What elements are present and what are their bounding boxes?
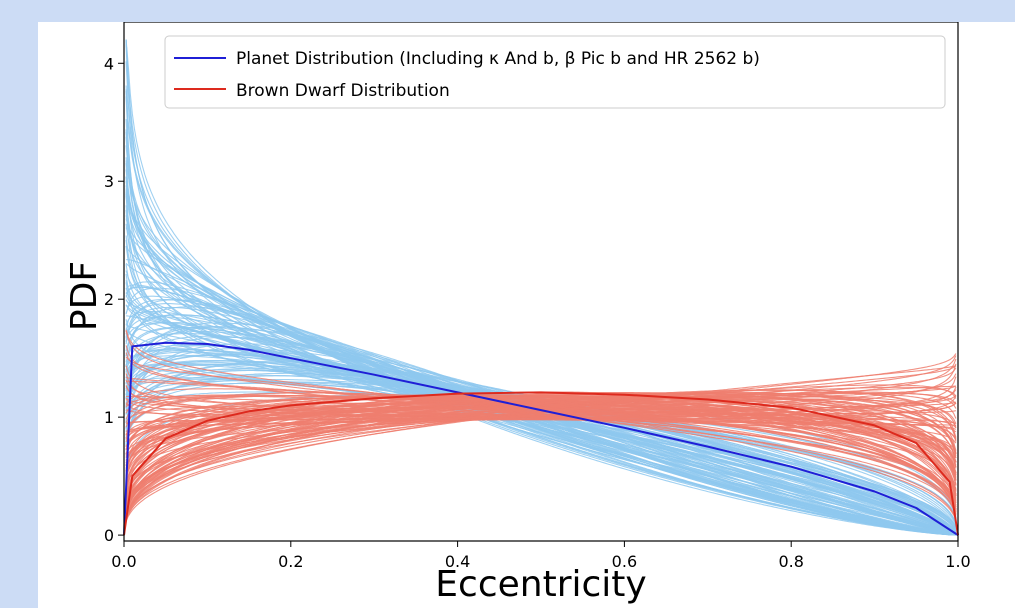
planet-sample-curve xyxy=(125,218,956,536)
brown-dwarf-sample-curve xyxy=(125,384,957,518)
x-tick-label: 0.4 xyxy=(445,552,470,571)
brown-dwarf-sample-curve xyxy=(125,396,957,510)
brown-dwarf-sample-curve xyxy=(125,395,957,421)
y-tick-label: 2 xyxy=(104,290,114,309)
brown-dwarf-sample-curve xyxy=(125,395,957,509)
planet-distribution-line xyxy=(123,341,959,536)
brown-dwarf-sample-curve xyxy=(125,389,957,520)
brown-dwarf-sample-curve xyxy=(125,399,957,496)
y-tick-label: 1 xyxy=(104,408,114,427)
y-axis-ticks: 0 1 2 3 4 xyxy=(104,54,124,545)
y-tick-label: 3 xyxy=(104,172,114,191)
brown-dwarf-sample-curve xyxy=(125,352,957,506)
x-axis-title: Eccentricity xyxy=(435,564,646,605)
median-distribution-lines xyxy=(123,341,959,536)
legend: Planet Distribution (Including κ And b, … xyxy=(164,35,946,109)
planet-sample-curve xyxy=(125,157,956,536)
brown-dwarf-sample-curve xyxy=(125,396,957,509)
planet-sample-curve xyxy=(125,39,956,536)
brown-dwarf-posterior-samples xyxy=(125,329,957,522)
x-tick-label: 0.0 xyxy=(111,552,136,571)
legend-label-brown-dwarf: Brown Dwarf Distribution xyxy=(236,81,450,101)
x-axis-ticks: 0.0 0.2 0.4 0.6 0.8 1.0 xyxy=(111,541,971,571)
planet-sample-curve xyxy=(125,192,956,536)
legend-box xyxy=(164,35,946,109)
plot-frame xyxy=(123,22,959,542)
brown-dwarf-distribution-line xyxy=(123,391,959,536)
brown-dwarf-sample-curve xyxy=(125,358,957,495)
y-axis-title: PDF xyxy=(64,261,105,331)
brown-dwarf-sample-curve xyxy=(125,396,957,510)
x-tick-label: 0.8 xyxy=(778,552,803,571)
x-tick-label: 1.0 xyxy=(945,552,970,571)
x-tick-label: 0.2 xyxy=(278,552,303,571)
legend-label-planet: Planet Distribution (Including κ And b, … xyxy=(236,49,760,69)
y-tick-label: 4 xyxy=(104,54,114,73)
planet-sample-curve xyxy=(125,209,957,528)
brown-dwarf-sample-curve xyxy=(125,376,957,432)
eccentricity-pdf-chart: 0.0 0.2 0.4 0.6 0.8 1.0 0 1 2 3 4 Eccentricity PD… xyxy=(64,22,971,605)
figure: 0.0 0.2 0.4 0.6 0.8 1.0 0 1 2 3 4 Eccentricity PD… xyxy=(38,22,1015,608)
y-tick-label: 0 xyxy=(104,526,114,545)
x-tick-label: 0.6 xyxy=(612,552,637,571)
brown-dwarf-sample-curve xyxy=(125,389,957,454)
